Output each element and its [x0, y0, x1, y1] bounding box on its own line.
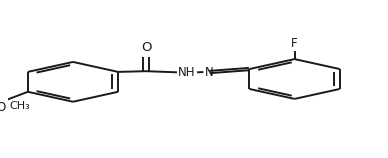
Text: O: O: [0, 101, 5, 114]
Text: O: O: [141, 41, 151, 54]
Text: NH: NH: [178, 66, 195, 79]
Text: CH₃: CH₃: [9, 101, 30, 111]
Text: N: N: [204, 66, 213, 79]
Text: F: F: [291, 36, 298, 50]
